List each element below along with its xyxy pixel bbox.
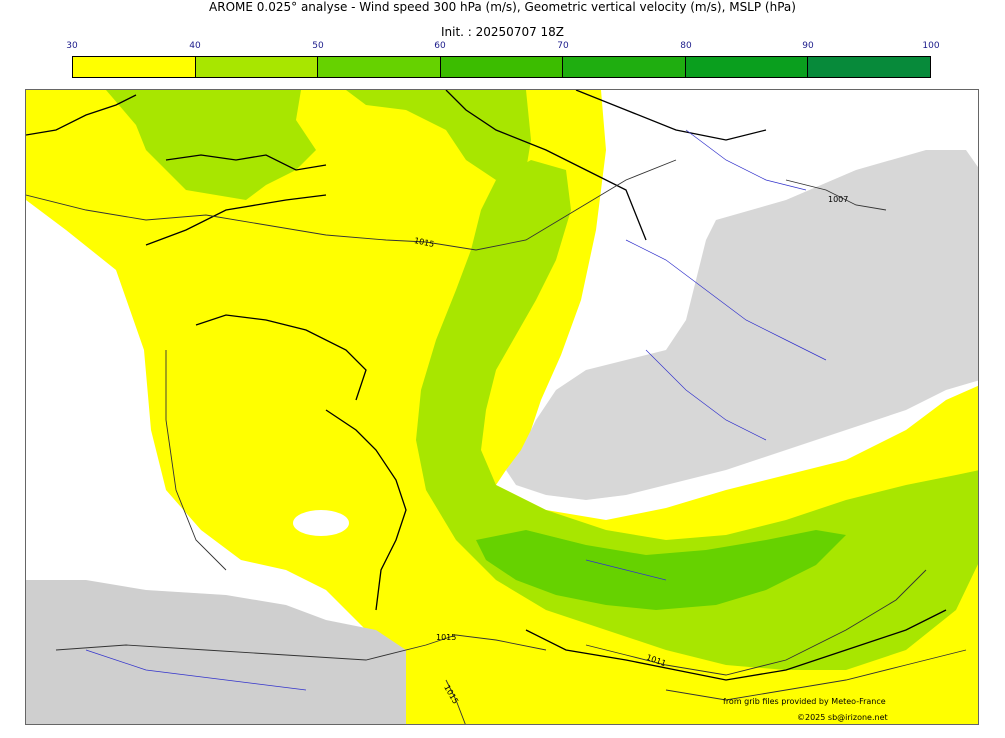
chart-title: AROME 0.025° analyse - Wind speed 300 hP… [209, 0, 796, 14]
weather-map[interactable]: 1015 1007 1015 1011 1015 from grib files… [25, 89, 979, 725]
wind-band-40-50-north [346, 90, 531, 180]
colorbar-tick-70: 70 [557, 41, 569, 51]
coastlines [26, 90, 947, 681]
wind-band-50-60-core [476, 530, 846, 610]
isobar-label: 1007 [828, 195, 849, 204]
copyright: ©2025 sb@irizone.net [797, 713, 888, 722]
isobar-label: 1015 [436, 633, 457, 642]
wind-band-40-50-channel [106, 90, 316, 200]
colorbar-swatch-40-50 [195, 57, 319, 77]
colorbar-swatch-30-40 [73, 57, 196, 77]
colorbar-swatch-70-80 [563, 57, 686, 77]
rivers [85, 129, 827, 691]
map-canvas [26, 90, 978, 724]
colorbar-tick-90: 90 [802, 41, 814, 51]
colorbar-tick-50: 50 [312, 41, 324, 51]
isobars [26, 159, 967, 724]
colorbar-tick-60: 60 [434, 41, 446, 51]
colorbar-tick-100: 100 [922, 41, 940, 51]
colorbar-swatch-50-60 [318, 57, 441, 77]
colorbar-swatch-90-100 [808, 57, 931, 77]
colorbar-tick-30: 30 [66, 41, 78, 51]
colorbar-swatch-80-90 [685, 57, 809, 77]
wind-speed-colorbar [72, 56, 931, 78]
vertical-velocity-east [506, 150, 978, 500]
vertical-velocity-southwest [26, 580, 406, 724]
colorbar-tick-40: 40 [189, 41, 201, 51]
colorbar-tick-80: 80 [680, 41, 692, 51]
source-credit: from grib files provided by Meteo-France [723, 697, 886, 706]
colorbar-swatch-60-70 [440, 57, 564, 77]
low-wind-area-atlantic [26, 230, 206, 590]
lake-gap [293, 510, 349, 536]
init-time: Init. : 20250707 18Z [440, 25, 565, 39]
